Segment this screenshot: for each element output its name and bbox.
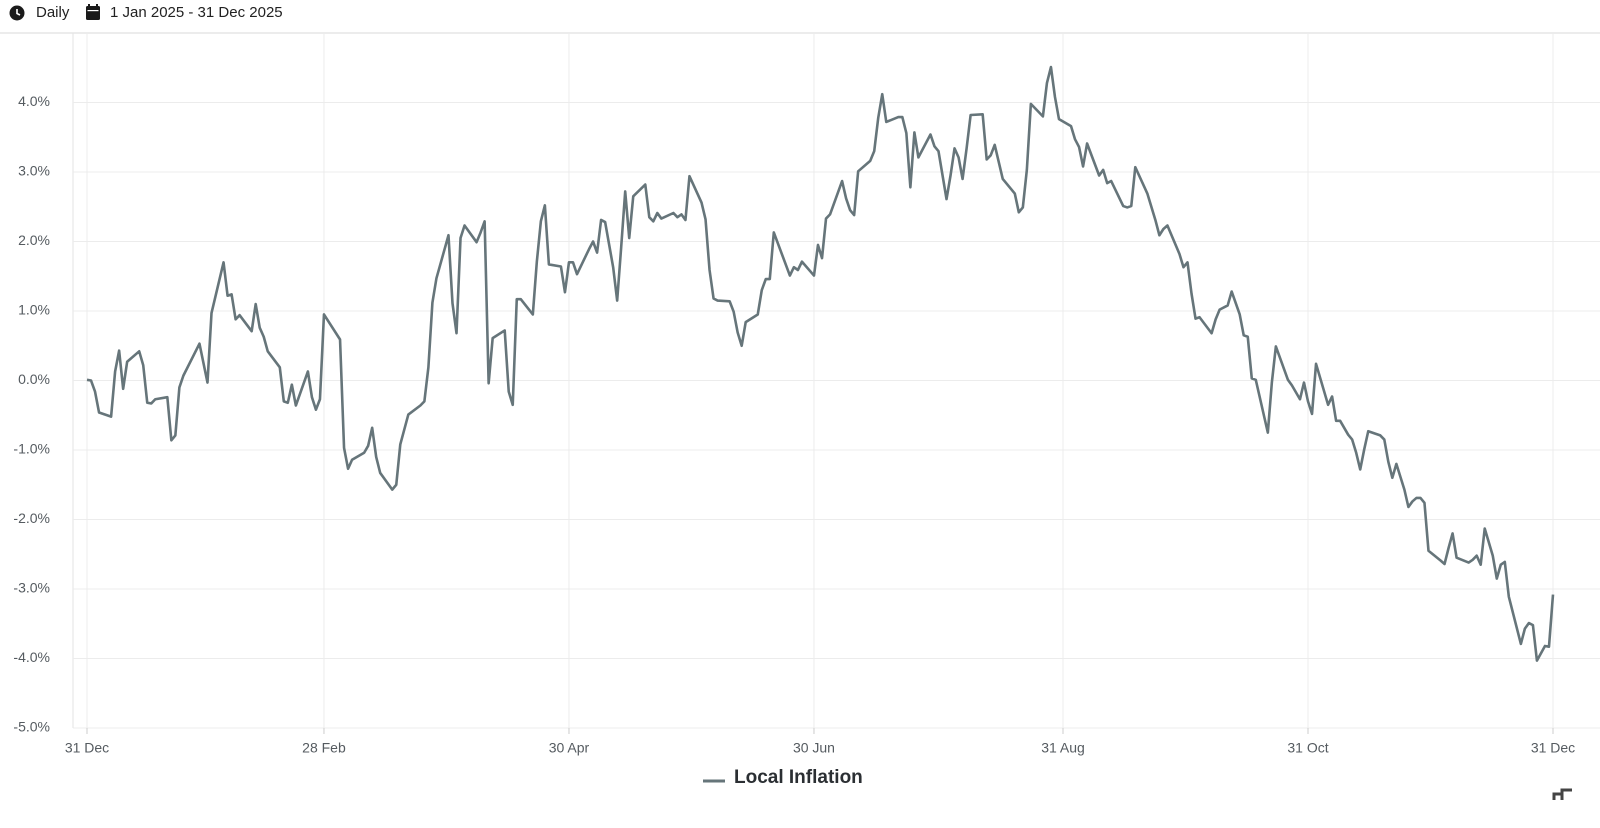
x-tick-label: 30 Jun: [793, 740, 835, 756]
y-tick-label: 0.0%: [18, 371, 50, 387]
x-tick-label: 28 Feb: [302, 740, 346, 756]
y-tick-label: -3.0%: [13, 580, 50, 596]
resize-handle[interactable]: [1552, 788, 1572, 800]
y-tick-label: 1.0%: [18, 302, 50, 318]
legend: Local Inflation: [703, 767, 863, 788]
date-range[interactable]: 1 Jan 2025 - 31 Dec 2025: [110, 4, 283, 21]
y-tick-label: 4.0%: [18, 93, 50, 109]
clock-hands: [16, 9, 21, 16]
calendar-line: [87, 10, 99, 12]
calendar-icon[interactable]: [86, 4, 100, 20]
legend-label[interactable]: Local Inflation: [734, 767, 863, 788]
calendar-ring: [88, 4, 90, 8]
y-tick-label: 3.0%: [18, 163, 50, 179]
x-tick-label: 31 Aug: [1041, 740, 1085, 756]
toolbar: Daily 1 Jan 2025 - 31 Dec 2025: [9, 4, 283, 21]
x-tick-label: 31 Dec: [1531, 740, 1575, 756]
y-tick-label: -1.0%: [13, 441, 50, 457]
frequency[interactable]: Daily: [36, 4, 70, 21]
y-tick-label: 2.0%: [18, 232, 50, 248]
calendar-body: [86, 6, 100, 20]
calendar-ring: [96, 4, 98, 8]
x-tick-label: 31 Dec: [65, 740, 109, 756]
x-tick-label: 30 Apr: [549, 740, 590, 756]
series-line: [86, 65, 1555, 662]
y-tick-label: -4.0%: [13, 649, 50, 665]
y-tick-label: -5.0%: [13, 719, 50, 735]
y-tick-label: -2.0%: [13, 510, 50, 526]
plot-area: [86, 65, 1555, 662]
x-tick-label: 31 Oct: [1287, 740, 1328, 756]
clock-icon[interactable]: [9, 5, 25, 21]
grid: -5.0% -4.0% -3.0% -2.0% -1.0% 0.0% 1.0% 2.0% 3.0…: [13, 33, 1600, 756]
